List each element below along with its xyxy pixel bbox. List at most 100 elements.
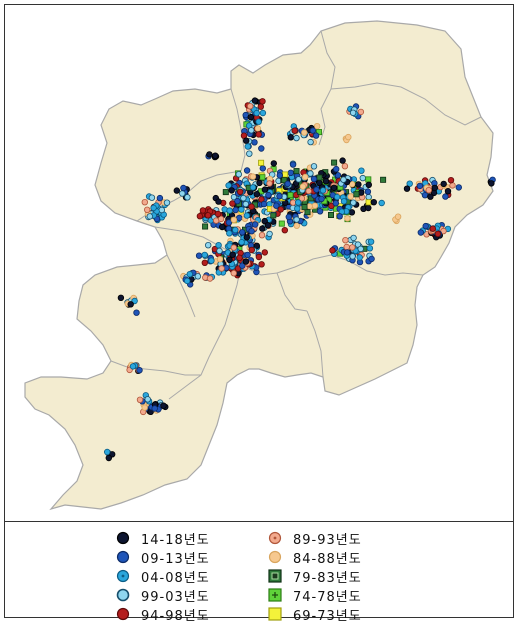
location-point [366,245,374,252]
location-point [295,199,302,206]
location-point [232,206,239,214]
location-point [143,206,151,213]
location-point [276,192,283,200]
location-point [289,161,297,168]
location-point [305,187,312,195]
legend-label: 84-88년도 [293,551,362,567]
location-point [265,191,272,199]
location-point [240,194,247,202]
location-point [281,226,288,234]
location-point [261,249,268,256]
location-point [434,230,442,238]
location-point [255,131,262,138]
location-point [356,254,363,261]
location-point [258,231,266,239]
location-point [455,184,462,191]
location-point [141,404,148,411]
location-point [440,227,447,235]
location-point [270,212,277,219]
location-point [255,118,262,125]
location-point [212,152,219,159]
location-point [184,194,191,201]
location-point [151,405,158,412]
location-point [208,257,215,264]
location-point [180,184,187,192]
location-point [332,199,339,207]
location-point [380,176,387,183]
location-point [236,254,243,261]
legend-item: 84-88년도 [267,548,362,567]
location-point [230,193,238,201]
location-point [306,203,313,210]
location-point [214,210,222,218]
location-point [319,187,327,194]
location-point [248,127,255,134]
location-point [248,227,255,235]
location-point [278,220,285,227]
location-point [238,229,246,236]
location-point [230,270,237,277]
legend-label: 94-98년도 [141,608,210,624]
location-point [253,242,260,249]
location-point [160,402,167,409]
location-point [243,212,251,219]
legend-item: 94-98년도 [115,605,210,624]
location-point [327,211,334,218]
location-point [350,234,357,242]
location-point [349,253,356,260]
map-area [5,5,513,522]
location-point [158,206,165,214]
location-point [322,177,330,185]
location-point [273,202,280,209]
location-point [243,234,250,241]
location-point [347,193,354,200]
location-point [364,188,372,195]
location-point [260,200,268,208]
location-point [226,207,233,214]
location-point [310,163,318,170]
location-point [285,213,292,221]
location-point [294,205,301,212]
location-point [136,396,144,403]
legend-label: 09-13년도 [141,551,210,567]
location-point [406,180,413,187]
location-point [117,294,125,301]
location-point [444,187,452,195]
location-point [179,190,186,197]
location-point [295,176,302,183]
location-point [163,199,171,206]
location-point [251,221,259,228]
location-point [229,200,236,207]
location-point [293,216,300,223]
legend-label: 74-78년도 [293,589,362,605]
location-point [254,125,262,132]
location-point [442,193,449,200]
location-point [287,192,294,199]
location-point [293,222,300,229]
map-canvas [24,20,496,511]
location-point [248,203,255,210]
legend-label: 89-93년도 [293,532,362,548]
location-point [258,261,265,268]
location-point [365,176,372,183]
location-point [488,180,495,187]
location-point [339,157,346,164]
location-point [217,215,225,223]
location-point [353,191,360,198]
location-point [259,98,266,105]
location-point [316,174,323,181]
location-point [345,133,352,141]
location-point [313,186,320,193]
location-point [358,167,365,174]
location-point [311,202,319,209]
location-point [246,150,253,157]
location-point [226,256,233,263]
location-point [365,193,372,201]
location-point [299,183,307,190]
location-point [365,181,372,188]
location-point [344,215,351,222]
location-point [236,214,243,222]
legend-marker-icon [115,606,131,622]
location-point [229,251,236,258]
figure-frame: 14-18년도 09-13년도 04-08년도 99-03년도 94-98년도 89-93… [4,4,514,624]
